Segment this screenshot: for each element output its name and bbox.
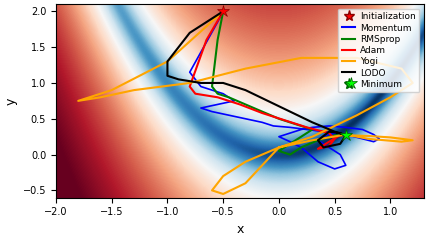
Y-axis label: y: y: [4, 97, 17, 105]
X-axis label: x: x: [236, 223, 244, 236]
Legend: Initialization, Momentum, RMSprop, Adam, Yogi, LODO, Minimum: Initialization, Momentum, RMSprop, Adam,…: [338, 9, 419, 92]
